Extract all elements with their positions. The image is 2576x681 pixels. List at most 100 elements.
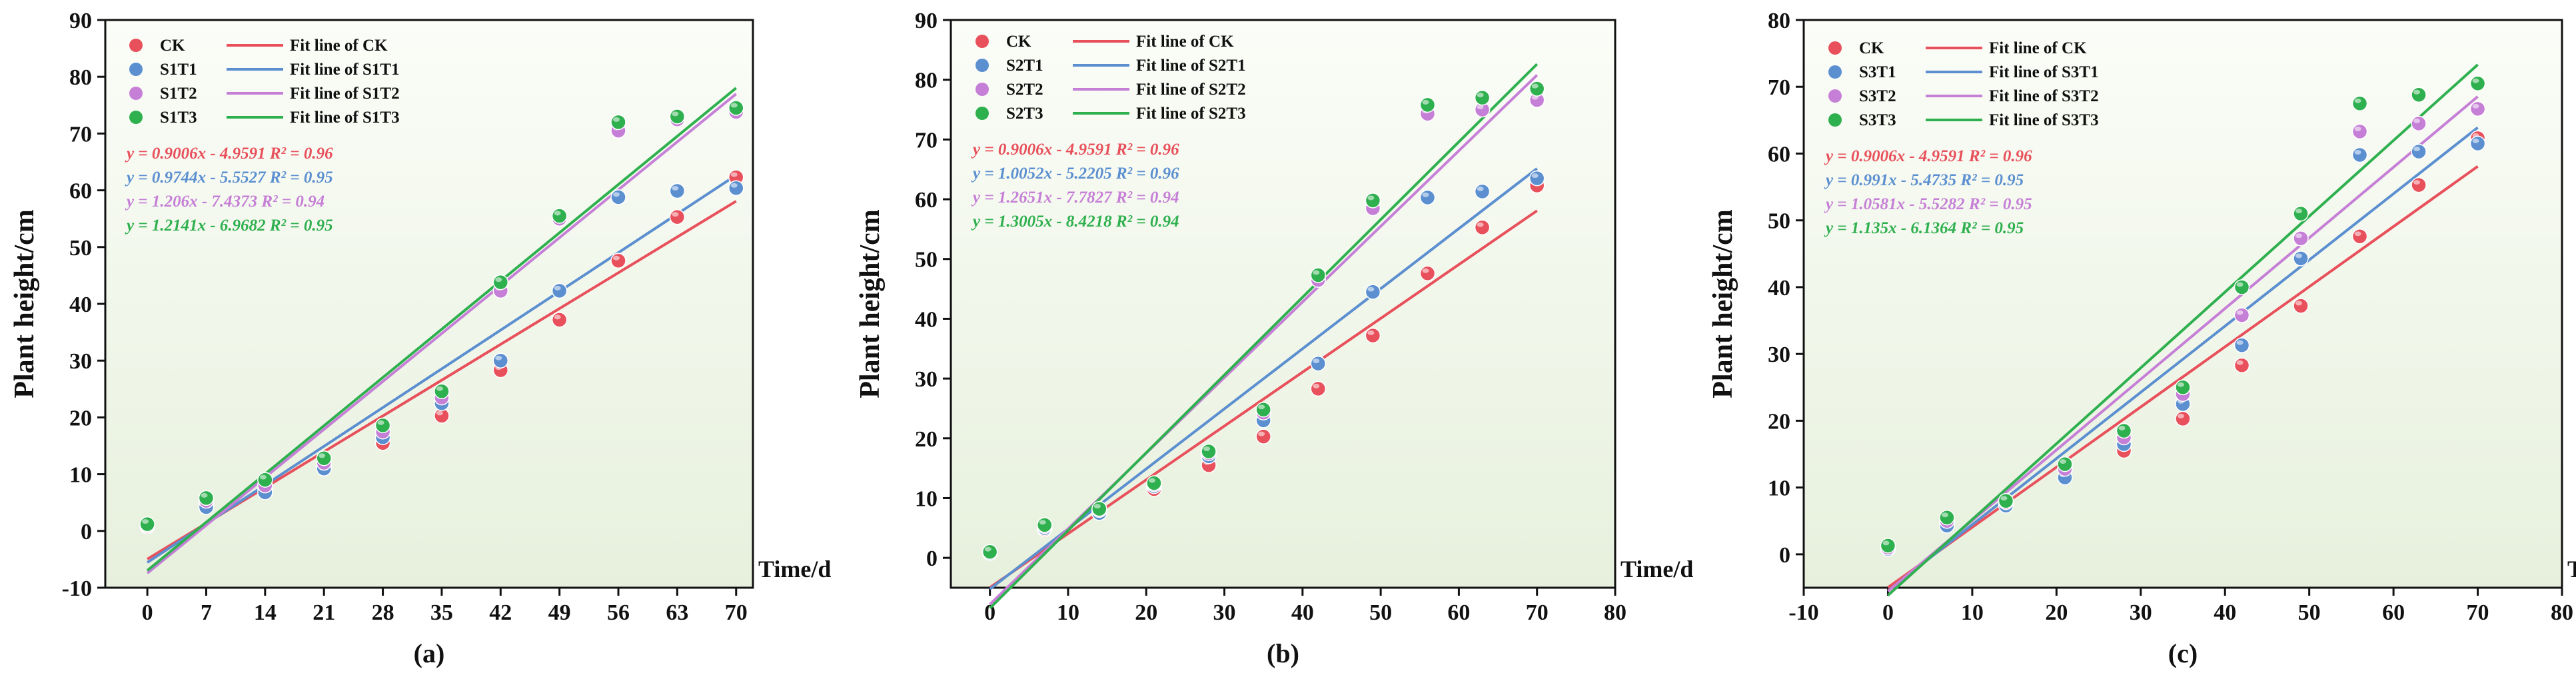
point-highlight (1367, 195, 1375, 201)
data-point-s3t3 (2411, 87, 2427, 103)
x-tick-label: 42 (489, 600, 512, 625)
data-point-s3t1 (2411, 143, 2427, 160)
x-tick-label: 0 (1882, 600, 1894, 625)
fit-line-s1t1 (147, 174, 737, 564)
legend-label: S2T2 (1006, 81, 1043, 99)
point-highlight (2236, 360, 2244, 365)
legend-label: S1T2 (160, 85, 197, 103)
legend-marker-s2t1 (975, 59, 989, 72)
y-tick-label: 30 (1768, 342, 1790, 367)
y-tick-label: 0 (926, 546, 938, 571)
legend-label: S3T3 (1859, 111, 1896, 129)
data-point-ck (1365, 327, 1381, 344)
y-axis-title: Plant height/cm (9, 209, 40, 398)
x-tick-label: 70 (725, 600, 748, 625)
legend-fit-label: Fit line of S2T2 (1136, 81, 1246, 99)
point-highlight (1477, 93, 1484, 98)
point-highlight (2295, 301, 2303, 306)
data-point-s3t2 (2411, 115, 2427, 132)
y-tick-label: 90 (69, 9, 92, 33)
x-tick-label: 30 (2130, 600, 2152, 625)
data-point-s1t3 (139, 516, 155, 532)
point-highlight (1258, 404, 1265, 410)
point-highlight (1258, 431, 1265, 436)
y-axis-title: Plant height/cm (855, 209, 886, 398)
fit-equation-s1t1: y = 0.9744x - 5.5527 R² = 0.95 (125, 169, 333, 187)
y-tick-label: 70 (1768, 75, 1790, 100)
x-tick-label: -10 (1788, 600, 1818, 625)
point-highlight (984, 546, 991, 552)
fit-line-s1t3 (146, 87, 738, 572)
data-point-s1t1 (492, 352, 509, 368)
data-point-s2t3 (1255, 401, 1271, 418)
x-axis-title: Time/d (1620, 556, 1693, 582)
point-highlight (730, 103, 738, 108)
y-tick-label: 10 (915, 486, 938, 511)
point-highlight (2236, 340, 2244, 345)
x-tick-label: 14 (254, 600, 277, 625)
data-point-s1t1 (728, 180, 744, 196)
data-point-s1t3 (610, 114, 626, 131)
data-point-s1t1 (551, 283, 568, 299)
x-axis-title: Time/d (2567, 556, 2576, 582)
x-tick-label: 10 (1961, 600, 1984, 625)
data-point-s1t1 (669, 183, 686, 199)
fit-equation-s3t3: y = 1.135x - 6.1364 R² = 0.95 (1824, 219, 2024, 237)
data-point-ck (1310, 380, 1327, 397)
point-highlight (1477, 186, 1484, 191)
data-point-s2t3 (1201, 443, 1217, 460)
fit-equation-s1t3: y = 1.2141x - 6.9682 R² = 0.95 (125, 217, 333, 235)
data-point-ck (2175, 410, 2191, 427)
data-point-s3t2 (2351, 123, 2368, 140)
data-point-s2t3 (981, 544, 998, 560)
legend-marker-s3t1 (1828, 65, 1842, 79)
x-tick-label: 80 (1604, 600, 1626, 625)
data-point-s1t3 (198, 490, 215, 506)
point-highlight (2413, 89, 2421, 95)
x-tick-label: 40 (1291, 600, 1314, 625)
point-highlight (2178, 413, 2184, 418)
data-point-s3t3 (1939, 510, 1955, 526)
point-highlight (613, 192, 620, 197)
point-highlight (1422, 99, 1429, 105)
legend-fit-label: Fit line of S1T3 (290, 109, 400, 127)
legend-label: S2T1 (1006, 57, 1043, 75)
point-highlight (1367, 287, 1375, 292)
point-highlight (2472, 103, 2479, 109)
point-highlight (201, 492, 208, 498)
data-point-ck (610, 253, 626, 269)
x-tick-label: 70 (1526, 600, 1549, 625)
y-tick-label: 20 (1768, 409, 1790, 434)
data-point-s1t3 (257, 472, 273, 488)
data-point-s1t3 (728, 100, 744, 116)
y-tick-label: 40 (915, 307, 938, 332)
legend-fit-label: Fit line of CK (1136, 33, 1234, 51)
point-highlight (2354, 98, 2361, 103)
point-highlight (2295, 233, 2303, 239)
point-highlight (1477, 105, 1484, 110)
data-point-ck (551, 312, 568, 328)
y-tick-label: 60 (1768, 142, 1790, 167)
y-tick-label: 50 (915, 248, 938, 273)
data-point-ck (2351, 229, 2368, 245)
data-point-s3t1 (2351, 147, 2368, 163)
data-point-s1t3 (669, 109, 686, 125)
x-tick-label: 10 (1057, 600, 1079, 625)
legend-fit-label: Fit line of S2T1 (1136, 57, 1246, 75)
x-tick-label: 60 (1447, 600, 1470, 625)
point-highlight (2413, 180, 2421, 185)
point-highlight (495, 355, 502, 360)
fit-equation-s3t1: y = 0.991x - 5.4735 R² = 0.95 (1824, 171, 2024, 189)
data-point-s3t3 (1998, 492, 2014, 509)
point-highlight (1367, 331, 1375, 336)
legend-label: S1T1 (160, 61, 197, 79)
y-tick-label: 10 (1768, 476, 1790, 501)
fit-line-s3t2 (1887, 95, 2479, 592)
point-highlight (2059, 459, 2066, 464)
plot-area (950, 19, 1616, 589)
y-tick-label: 80 (1768, 9, 1790, 33)
point-highlight (2178, 382, 2184, 387)
x-tick-label: 21 (313, 600, 335, 625)
